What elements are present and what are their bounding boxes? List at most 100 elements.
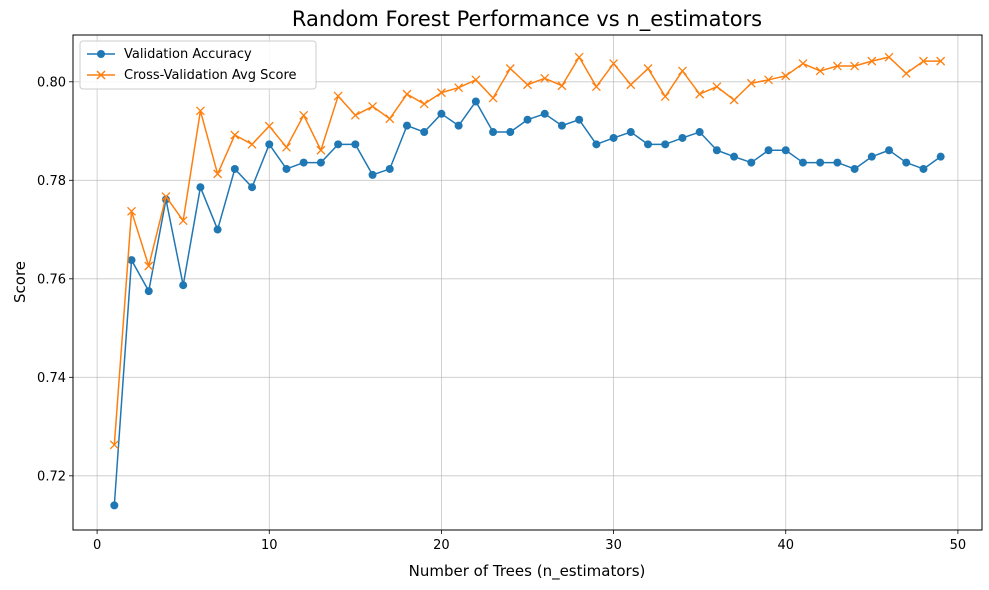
data-point-cv-avg-score: [505, 64, 515, 73]
data-point-validation-accuracy: [764, 146, 773, 155]
data-point-validation-accuracy: [661, 140, 670, 149]
data-point-validation-accuracy: [248, 183, 257, 192]
data-point-cv-avg-score: [677, 66, 687, 76]
data-point-validation-accuracy: [730, 152, 739, 161]
data-point-validation-accuracy: [282, 164, 291, 173]
data-point-validation-accuracy: [144, 287, 153, 296]
data-point-cv-avg-score: [264, 121, 274, 131]
data-point-validation-accuracy: [179, 281, 188, 290]
y-tick-label: 0.76: [37, 272, 66, 287]
x-tick-label: 30: [605, 538, 622, 553]
y-tick-label: 0.74: [37, 371, 66, 386]
data-point-validation-accuracy: [299, 158, 308, 167]
chart-title: Random Forest Performance vs n_estimator…: [292, 7, 762, 32]
data-point-validation-accuracy: [265, 140, 274, 149]
data-point-validation-accuracy: [454, 121, 463, 130]
x-axis-label: Number of Trees (n_estimators): [409, 562, 646, 581]
data-point-validation-accuracy: [316, 158, 325, 167]
data-point-cv-avg-score: [815, 66, 825, 76]
data-point-cv-avg-score: [127, 206, 136, 216]
x-tick-label: 10: [261, 538, 278, 553]
x-tick-label: 0: [93, 538, 101, 553]
data-point-cv-avg-score: [919, 56, 928, 66]
data-point-cv-avg-score: [368, 101, 378, 111]
data-point-cv-avg-score: [557, 81, 567, 91]
plot-frame: [72, 34, 983, 531]
legend-marker-cv: [96, 70, 106, 80]
legend-marker-validation: [97, 50, 105, 58]
data-point-validation-accuracy: [385, 164, 394, 173]
data-point-cv-avg-score: [712, 82, 722, 92]
data-point-cv-avg-score: [144, 261, 154, 271]
x-tick-label: 20: [433, 538, 450, 553]
data-point-validation-accuracy: [885, 146, 894, 155]
data-point-validation-accuracy: [644, 140, 653, 149]
data-point-validation-accuracy: [695, 128, 704, 137]
data-point-cv-avg-score: [213, 169, 223, 179]
data-point-validation-accuracy: [781, 146, 790, 155]
legend: Validation Accuracy Cross-Validation Avg…: [79, 40, 317, 90]
x-tick-label: 40: [777, 538, 794, 553]
data-point-validation-accuracy: [523, 115, 532, 124]
data-point-validation-accuracy: [592, 140, 601, 149]
data-point-cv-avg-score: [316, 145, 326, 155]
data-point-validation-accuracy: [833, 158, 842, 167]
data-point-cv-avg-score: [436, 88, 446, 98]
data-point-cv-avg-score: [832, 61, 842, 71]
data-point-cv-avg-score: [247, 139, 257, 149]
data-point-validation-accuracy: [798, 158, 807, 167]
data-point-validation-accuracy: [368, 170, 377, 179]
y-tick-label: 0.78: [37, 174, 66, 189]
data-point-cv-avg-score: [609, 59, 619, 69]
y-tick-label: 0.72: [37, 469, 66, 484]
data-point-cv-avg-score: [764, 75, 773, 85]
data-point-validation-accuracy: [213, 225, 222, 234]
legend-label-validation: Validation Accuracy: [124, 47, 252, 62]
legend-label-cv: Cross-Validation Avg Score: [124, 68, 297, 83]
series-layer: [109, 52, 946, 510]
data-point-cv-avg-score: [781, 71, 791, 81]
data-point-cv-avg-score: [901, 68, 911, 78]
data-point-validation-accuracy: [850, 164, 859, 173]
y-axis-label: Score: [11, 261, 29, 303]
data-point-cv-avg-score: [695, 89, 705, 99]
data-point-validation-accuracy: [626, 128, 635, 137]
data-point-validation-accuracy: [816, 158, 825, 167]
x-tick-label: 50: [950, 538, 967, 553]
data-point-cv-avg-score: [178, 216, 188, 226]
y-tick-label: 0.80: [37, 75, 66, 90]
data-point-validation-accuracy: [919, 164, 928, 173]
data-point-validation-accuracy: [110, 501, 119, 510]
data-point-cv-avg-score: [385, 114, 395, 124]
data-point-validation-accuracy: [712, 146, 721, 155]
data-point-cv-avg-score: [540, 73, 550, 83]
data-point-validation-accuracy: [471, 97, 480, 106]
data-point-validation-accuracy: [902, 158, 911, 167]
ticks: 0 10 20 30 40 50 0.72 0.74 0.76 0.78 0.80: [37, 75, 966, 553]
data-point-cv-avg-score: [798, 59, 808, 69]
data-point-cv-avg-score: [660, 92, 670, 102]
data-point-cv-avg-score: [574, 52, 584, 62]
data-point-cv-avg-score: [626, 80, 636, 90]
data-point-validation-accuracy: [747, 158, 756, 167]
data-point-validation-accuracy: [506, 128, 515, 137]
data-point-cv-avg-score: [109, 440, 119, 450]
data-point-validation-accuracy: [402, 121, 411, 130]
data-point-validation-accuracy: [867, 152, 876, 161]
data-point-validation-accuracy: [678, 133, 687, 142]
data-point-validation-accuracy: [489, 128, 498, 137]
data-point-validation-accuracy: [437, 109, 446, 118]
data-point-validation-accuracy: [196, 183, 205, 192]
data-point-cv-avg-score: [850, 61, 860, 71]
data-point-cv-avg-score: [282, 142, 291, 152]
legend-box: [79, 40, 317, 90]
data-point-validation-accuracy: [540, 109, 549, 118]
data-point-cv-avg-score: [350, 110, 360, 120]
data-point-cv-avg-score: [591, 82, 601, 92]
data-point-cv-avg-score: [643, 64, 653, 73]
data-point-cv-avg-score: [867, 56, 877, 66]
data-point-validation-accuracy: [334, 140, 343, 149]
data-point-cv-avg-score: [161, 192, 171, 202]
